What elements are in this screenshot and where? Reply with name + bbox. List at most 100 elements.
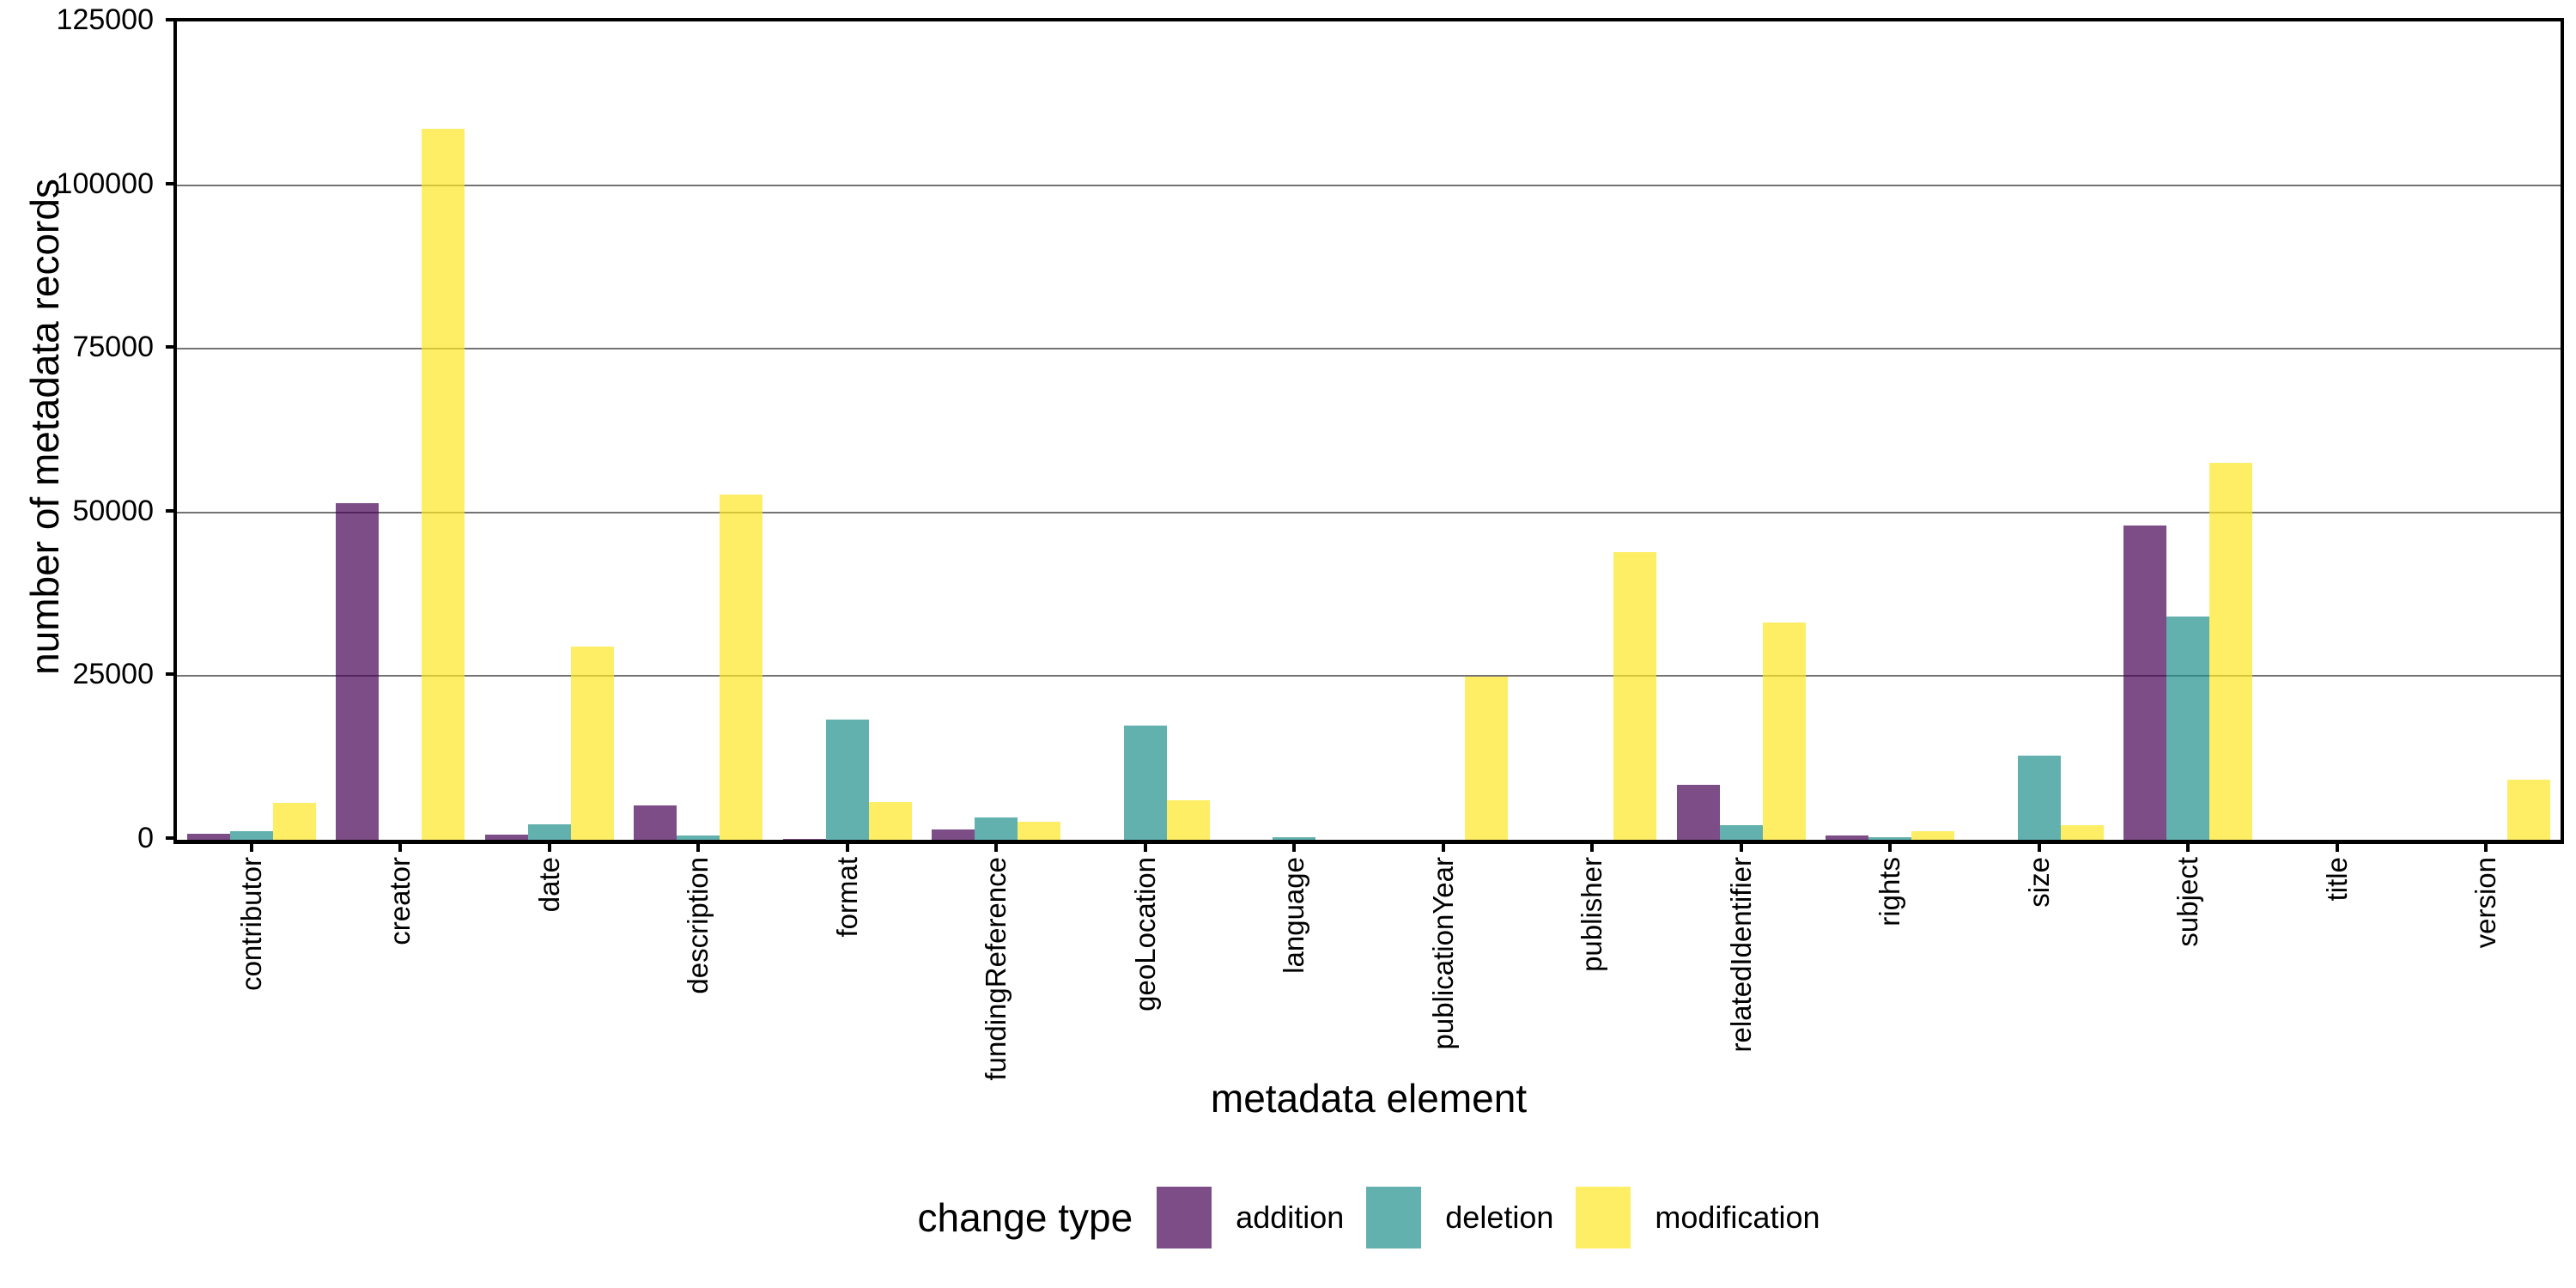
x-tick-col-format xyxy=(773,841,922,852)
bar-group-publicationYear xyxy=(1369,21,1518,840)
bar-deletion-geoLocation xyxy=(1123,726,1167,840)
x-label-col-geoLocation: geoLocation xyxy=(1071,857,1220,1089)
y-axis-title: number of metadata records xyxy=(22,179,67,675)
gridline-100000 xyxy=(177,184,2561,186)
x-tick-col-language xyxy=(1220,841,1370,852)
bar-addition-rights xyxy=(1826,835,1869,840)
bar-modification-rights xyxy=(1911,831,1955,840)
x-tick-publisher xyxy=(1590,841,1595,852)
x-tick-language xyxy=(1292,841,1297,852)
bar-modification-relatedIdentifier xyxy=(1762,622,1806,840)
x-tick-publicationYear xyxy=(1441,841,1445,852)
bar-modification-contributor xyxy=(272,803,316,840)
bar-deletion-size xyxy=(2017,756,2061,840)
y-tick-100000 xyxy=(166,181,177,185)
x-tick-description xyxy=(696,841,701,852)
legend-swatch-deletion xyxy=(1366,1187,1422,1249)
bar-group-version xyxy=(2412,21,2561,840)
x-tick-label-format: format xyxy=(830,857,863,938)
bar-group-format xyxy=(773,21,922,840)
x-label-col-publisher: publisher xyxy=(1518,857,1668,1089)
legend-item-addition: addition xyxy=(1157,1187,1344,1249)
bar-addition-fundingReference xyxy=(932,829,975,840)
x-tick-col-subject xyxy=(2114,841,2263,852)
y-tick-125000 xyxy=(166,18,177,21)
gridline-75000 xyxy=(177,348,2561,350)
x-tick-col-relatedIdentifier xyxy=(1667,841,1816,852)
x-tick-label-relatedIdentifier: relatedIdentifier xyxy=(1724,857,1757,1053)
x-tick-contributor xyxy=(249,841,253,852)
y-tick-label-0: 0 xyxy=(137,822,154,854)
x-tick-rights xyxy=(1888,841,1893,852)
bar-group-geoLocation xyxy=(1071,21,1220,840)
legend-label-addition: addition xyxy=(1236,1200,1345,1235)
x-tick-col-title xyxy=(2263,841,2412,852)
bar-deletion-contributor xyxy=(229,831,273,840)
x-label-col-creator: creator xyxy=(326,857,476,1089)
x-tick-size xyxy=(2037,841,2041,852)
x-tick-date xyxy=(547,841,551,852)
bar-deletion-rights xyxy=(1868,837,1912,840)
bar-addition-date xyxy=(484,834,528,840)
x-tick-subject xyxy=(2186,841,2190,852)
bar-deletion-date xyxy=(527,823,571,840)
x-label-col-format: format xyxy=(773,857,922,1089)
bar-addition-contributor xyxy=(186,834,230,840)
bar-group-rights xyxy=(1816,21,1965,840)
x-tick-label-fundingReference: fundingReference xyxy=(980,857,1012,1081)
bar-addition-relatedIdentifier xyxy=(1676,785,1720,840)
legend-title: change type xyxy=(917,1195,1133,1240)
gridline-25000 xyxy=(177,675,2561,677)
x-axis-ticks xyxy=(177,841,2561,852)
bar-group-description xyxy=(624,21,774,840)
x-tick-format xyxy=(845,841,849,852)
y-tick-label-50000: 50000 xyxy=(72,494,154,527)
x-tick-col-rights xyxy=(1816,841,1965,852)
bar-group-contributor xyxy=(177,21,326,840)
bar-group-title xyxy=(2263,21,2412,840)
bar-group-subject xyxy=(2114,21,2263,840)
bar-addition-description xyxy=(634,805,677,840)
x-tick-label-rights: rights xyxy=(1874,857,1906,927)
legend-item-modification: modification xyxy=(1576,1187,1820,1249)
x-label-col-subject: subject xyxy=(2114,857,2263,1089)
bar-group-language xyxy=(1220,21,1370,840)
x-tick-col-publicationYear xyxy=(1369,841,1518,852)
y-tick-label-75000: 75000 xyxy=(72,331,154,364)
legend-label-modification: modification xyxy=(1655,1200,1820,1235)
y-tick-50000 xyxy=(166,508,177,513)
x-tick-label-creator: creator xyxy=(384,857,416,945)
x-tick-col-date xyxy=(475,841,624,852)
x-tick-label-geoLocation: geoLocation xyxy=(1128,857,1161,1012)
bar-addition-format xyxy=(782,838,826,840)
bar-group-date xyxy=(475,21,624,840)
x-tick-col-size xyxy=(1965,841,2114,852)
x-label-col-size: size xyxy=(1965,857,2114,1089)
x-tick-col-fundingReference xyxy=(922,841,1072,852)
legend: change type addition deletion modification xyxy=(177,1175,2561,1261)
x-label-col-title: title xyxy=(2263,857,2412,1089)
bar-modification-fundingReference xyxy=(1018,822,1061,840)
bar-deletion-subject xyxy=(2166,617,2210,840)
x-tick-col-creator xyxy=(326,841,476,852)
bar-deletion-relatedIdentifier xyxy=(1719,825,1763,840)
x-tick-creator xyxy=(398,841,403,852)
x-tick-col-geoLocation xyxy=(1071,841,1220,852)
x-label-col-rights: rights xyxy=(1816,857,1965,1089)
x-tick-col-version xyxy=(2412,841,2561,852)
x-tick-label-title: title xyxy=(2320,857,2353,902)
x-tick-relatedIdentifier xyxy=(1739,841,1743,852)
x-tick-col-publisher xyxy=(1518,841,1668,852)
x-tick-label-subject: subject xyxy=(2172,857,2204,947)
x-tick-label-language: language xyxy=(1278,857,1310,974)
x-tick-label-contributor: contributor xyxy=(234,857,267,991)
legend-label-deletion: deletion xyxy=(1445,1200,1554,1235)
y-tick-0 xyxy=(166,836,177,840)
bar-deletion-fundingReference xyxy=(975,817,1018,840)
x-label-col-date: date xyxy=(475,857,624,1089)
x-label-col-relatedIdentifier: relatedIdentifier xyxy=(1667,857,1816,1089)
x-tick-label-date: date xyxy=(532,857,565,913)
x-tick-label-version: version xyxy=(2470,857,2502,949)
bar-modification-date xyxy=(570,647,614,840)
bar-modification-publisher xyxy=(1613,551,1657,840)
